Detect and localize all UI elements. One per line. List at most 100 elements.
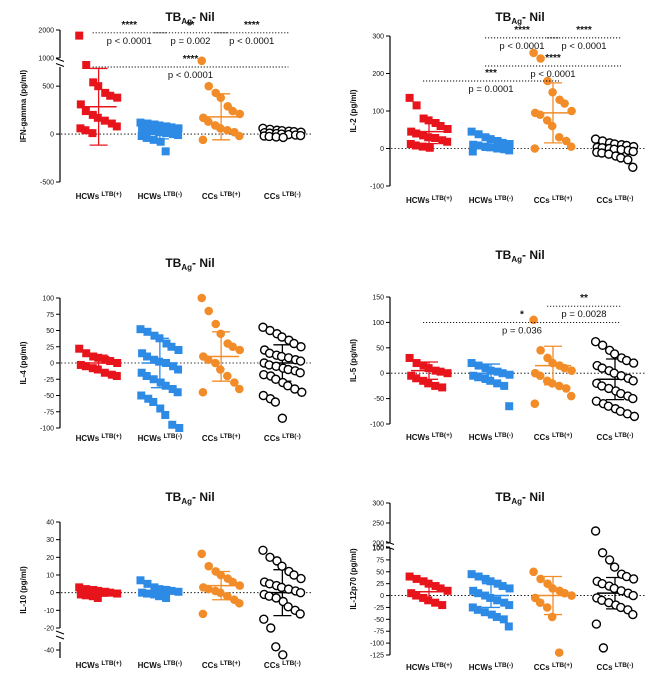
y-tick-label: -20 <box>44 626 54 633</box>
significance-stars: * <box>520 309 524 320</box>
group-4 <box>590 337 640 422</box>
x-category-label: HCWs LTB(+) <box>406 195 452 205</box>
data-point <box>554 381 564 391</box>
data-point <box>216 124 225 133</box>
y-axis-title: IFN-gamma (pg/ml) <box>19 69 28 142</box>
data-point <box>75 31 84 40</box>
data-point <box>543 76 552 86</box>
data-point <box>548 87 557 97</box>
data-point <box>88 364 97 373</box>
data-point <box>438 136 447 145</box>
data-point <box>498 582 507 591</box>
data-point <box>155 585 164 594</box>
data-point <box>468 147 477 156</box>
significance-stars: **** <box>545 53 561 64</box>
data-point <box>443 369 452 378</box>
chart-title: TBAg- Nil <box>165 256 214 272</box>
data-point <box>418 142 427 151</box>
x-category-label: CCs LTB(-) <box>597 662 634 672</box>
data-point <box>567 366 576 375</box>
x-category-label: CCs LTB(+) <box>202 660 241 670</box>
y-tick-label: 2000 <box>38 28 54 35</box>
data-point <box>137 132 146 140</box>
data-point <box>101 355 110 364</box>
y-tick-label: 20 <box>46 555 54 562</box>
data-point <box>481 374 490 383</box>
data-point <box>419 361 428 370</box>
data-point <box>628 358 639 368</box>
data-point <box>554 132 564 142</box>
chart-panel-5: TBAg- Nil -20 -10 0 10 20 30 40 -40 IL-10 (pg/ml)… <box>19 490 313 670</box>
y-tick-label: 75 <box>376 557 384 564</box>
significance-stars: *** <box>485 68 497 79</box>
y-tick-label: -75 <box>44 409 54 416</box>
x-category-label: HCWs LTB(-) <box>138 660 182 670</box>
group-3 <box>197 56 245 145</box>
data-point <box>228 106 238 116</box>
data-point <box>258 545 268 555</box>
y-tick-label: 100 <box>372 109 384 116</box>
data-point <box>419 114 428 123</box>
y-tick-label: 200 <box>372 541 384 548</box>
data-point <box>162 339 171 348</box>
y-tick-label: 75 <box>46 312 54 319</box>
data-point <box>76 100 85 109</box>
group-1 <box>75 583 122 602</box>
data-point <box>443 125 452 133</box>
data-point <box>167 586 176 595</box>
data-point <box>431 381 440 390</box>
group-3 <box>197 549 245 619</box>
data-point <box>162 359 171 367</box>
data-point <box>536 346 545 355</box>
data-point <box>100 368 109 377</box>
data-point <box>469 371 478 380</box>
y-tick-label: -50 <box>374 396 384 403</box>
data-point <box>107 370 116 379</box>
data-point <box>474 130 483 139</box>
data-point <box>505 370 514 379</box>
data-point <box>530 399 540 408</box>
data-point <box>204 81 214 91</box>
data-point <box>535 598 545 607</box>
data-point <box>143 579 152 588</box>
significance-stars: **** <box>244 20 260 31</box>
data-point <box>113 93 122 102</box>
data-point <box>223 591 232 601</box>
data-point <box>143 126 152 135</box>
chart-title: TBAg- Nil <box>495 10 544 26</box>
data-point <box>424 116 433 125</box>
group-1 <box>75 31 122 146</box>
data-point <box>89 352 98 361</box>
group-4 <box>258 123 306 143</box>
data-point <box>500 598 509 607</box>
data-point <box>155 121 164 130</box>
y-tick-label: 100 <box>372 546 384 553</box>
y-axis-title: IL-5 (pg/ml) <box>349 339 358 382</box>
data-point <box>623 155 633 165</box>
data-point <box>412 359 421 368</box>
data-point <box>436 122 445 130</box>
data-point <box>228 577 238 587</box>
axis-break-mark <box>385 541 395 545</box>
data-point <box>412 374 421 383</box>
x-category-label: HCWs LTB(+) <box>406 432 452 442</box>
data-point <box>467 359 476 368</box>
data-point <box>628 393 638 404</box>
data-point <box>175 424 184 432</box>
data-point <box>548 358 557 368</box>
y-tick-label: 25 <box>46 344 54 351</box>
data-point <box>628 162 638 172</box>
data-point <box>419 376 428 385</box>
significance-bracket: **** p < 0.0001 <box>485 53 621 80</box>
data-point <box>412 591 421 600</box>
data-point <box>295 368 305 378</box>
axis-break-mark <box>385 546 395 550</box>
p-value-label: p = 0.036 <box>502 325 542 336</box>
group-3 <box>529 567 576 657</box>
data-point <box>492 612 501 621</box>
data-point <box>93 113 102 122</box>
significance-stars: **** <box>576 25 592 36</box>
data-point <box>93 593 102 602</box>
significance-bracket: **** p < 0.0001 <box>92 20 166 47</box>
